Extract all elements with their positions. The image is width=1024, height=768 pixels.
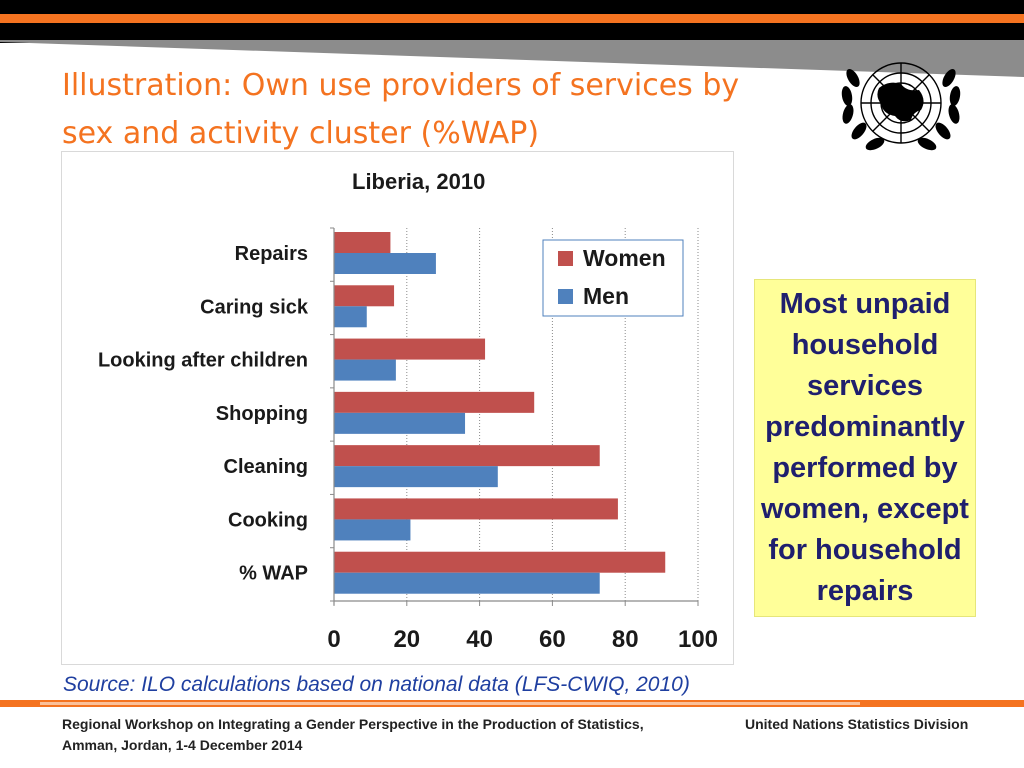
source-note: Source: ILO calculations based on nation… <box>63 673 690 696</box>
x-tick-label: 40 <box>466 626 493 653</box>
top-bar-black <box>0 0 1024 14</box>
bar-men-1 <box>334 306 367 328</box>
legend-swatch-women <box>558 251 573 266</box>
bar-men-5 <box>334 519 411 541</box>
x-tick-label: 80 <box>612 626 639 653</box>
bar-women-1 <box>334 285 395 307</box>
top-bar-black-lower <box>0 23 1024 43</box>
category-label: Cooking <box>228 509 308 531</box>
footer-workshop-text: Regional Workshop on Integrating a Gende… <box>62 716 644 753</box>
top-bar-orange <box>0 14 1024 23</box>
legend-label-men: Men <box>583 283 629 309</box>
bar-women-4 <box>334 445 600 467</box>
x-tick-label: 60 <box>539 626 566 653</box>
legend-swatch-men <box>558 289 573 304</box>
callout-text: Most unpaid household services predomina… <box>761 288 969 607</box>
x-tick-label: 20 <box>393 626 420 653</box>
key-finding-callout: Most unpaid household services predomina… <box>754 279 976 617</box>
bar-men-4 <box>334 466 498 488</box>
category-label: Caring sick <box>200 296 309 318</box>
chart-frame: Liberia, 2010 Repairs Caring sick Looking a… <box>61 151 734 665</box>
legend-label-women: Women <box>583 245 666 271</box>
x-tick-label: 0 <box>327 626 340 653</box>
category-label: Repairs <box>235 243 308 265</box>
bar-women-2 <box>334 338 486 360</box>
bar-chart: Liberia, 2010 Repairs Caring sick Looking a… <box>98 169 718 653</box>
bar-men-0 <box>334 253 436 274</box>
chart-title: Liberia, 2010 <box>352 169 485 194</box>
category-label: Looking after children <box>98 350 308 372</box>
bar-men-2 <box>334 359 396 381</box>
bar-women-3 <box>334 391 535 413</box>
top-grey-wedge <box>0 40 1024 77</box>
category-label: % WAP <box>239 563 308 585</box>
footer-organization-text: United Nations Statistics Division <box>745 716 969 732</box>
bar-women-6 <box>334 551 666 573</box>
footer-divider-highlight <box>40 702 860 705</box>
bar-women-5 <box>334 498 618 520</box>
bar-men-6 <box>334 572 600 594</box>
bar-women-0 <box>334 232 391 253</box>
x-tick-label: 100 <box>678 626 718 653</box>
slide-title: Illustration: Own use providers of servi… <box>62 68 740 151</box>
category-label: Cleaning <box>224 456 308 478</box>
bar-men-3 <box>334 412 466 434</box>
un-emblem-icon <box>841 62 961 151</box>
category-label: Shopping <box>216 403 308 425</box>
